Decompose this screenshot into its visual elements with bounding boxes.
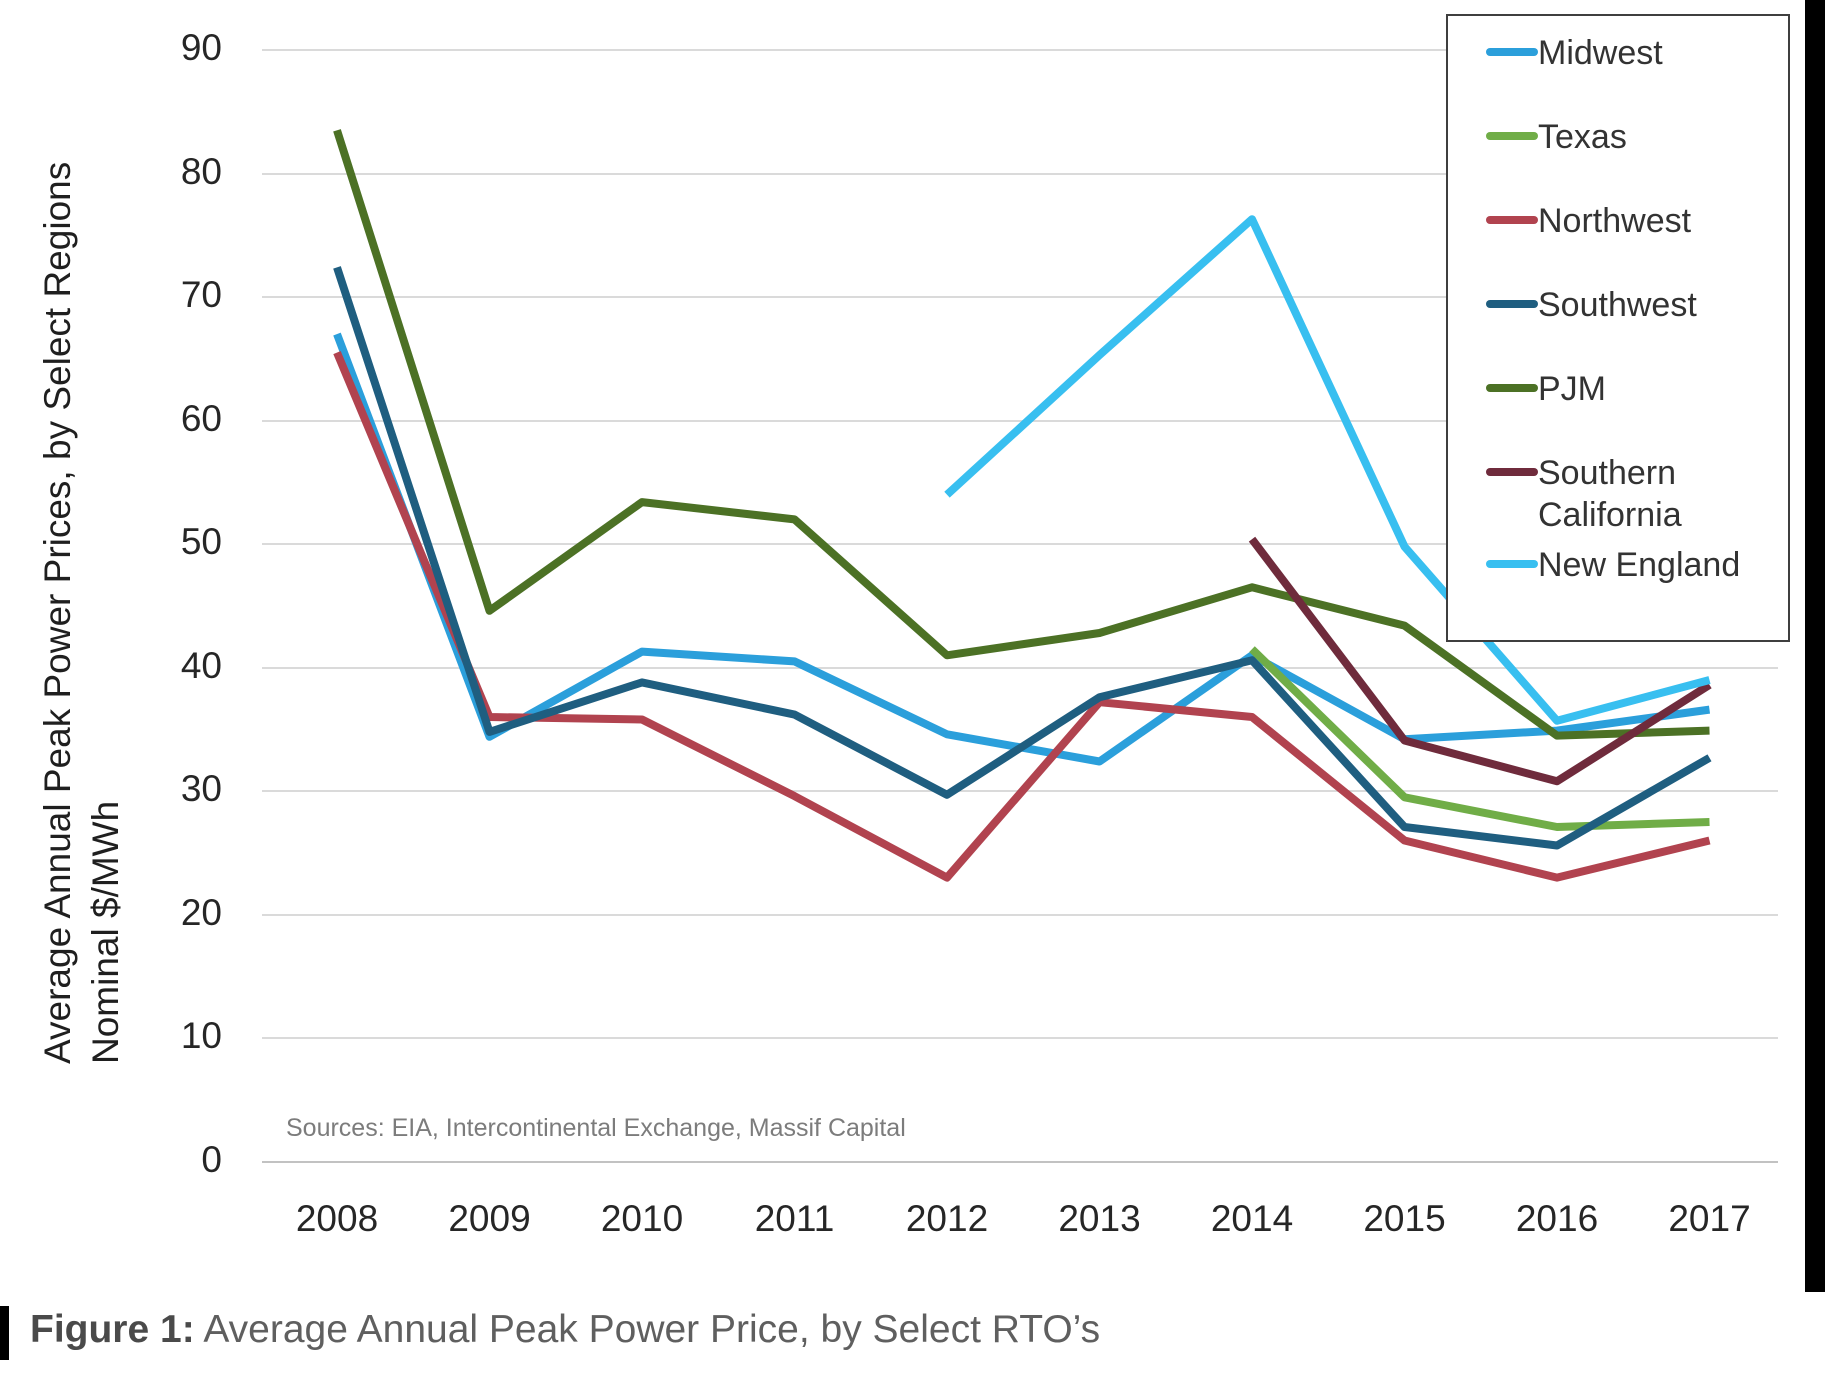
x-tick-label: 2010 xyxy=(600,1198,684,1239)
gridline xyxy=(262,913,1778,916)
figure-caption-text: Average Annual Peak Power Price, by Sele… xyxy=(194,1308,1101,1351)
legend: Midwest Texas Northwest Southwest PJM Souther… xyxy=(1446,14,1790,642)
y-tick-label: 20 xyxy=(180,891,222,933)
x-tick-label: 2008 xyxy=(295,1198,379,1239)
series-line-texas xyxy=(1249,646,1710,831)
y-tick-label: 0 xyxy=(201,1138,222,1180)
legend-label: Southern California xyxy=(1538,454,1682,534)
y-axis-title: Average Annual Peak Power Prices, by Sel… xyxy=(34,34,130,1064)
legend-label: Midwest xyxy=(1538,34,1663,72)
legend-label: New England xyxy=(1538,546,1741,584)
y-tick-label: 30 xyxy=(180,768,222,810)
gridline xyxy=(262,172,1778,175)
legend-item-new-england: New England xyxy=(1486,536,1788,620)
y-tick-label: 90 xyxy=(180,27,222,69)
x-axis-line xyxy=(262,1160,1778,1163)
legend-swatch-icon xyxy=(1486,48,1538,56)
series-line-pjm xyxy=(333,129,1710,740)
gridline xyxy=(262,543,1778,546)
y-axis-title-line2: Nominal $/MWh xyxy=(85,800,126,1064)
legend-item-southwest: Southwest xyxy=(1486,276,1788,360)
y-tick-label: 40 xyxy=(180,644,222,686)
gridline xyxy=(262,666,1778,669)
x-tick-label: 2017 xyxy=(1668,1198,1751,1239)
y-tick-label: 50 xyxy=(180,521,222,563)
figure-caption-prefix: Figure 1: xyxy=(30,1308,195,1351)
caption-left-black-bar xyxy=(0,1306,9,1360)
sources-note: Sources: EIA, Intercontinental Exchange,… xyxy=(286,1114,906,1142)
legend-label: Southwest xyxy=(1538,286,1697,324)
legend-swatch-icon xyxy=(1486,468,1538,476)
x-tick-label: 2011 xyxy=(754,1198,835,1239)
legend-item-northwest: Northwest xyxy=(1486,192,1788,276)
gridline xyxy=(262,296,1778,299)
y-tick-label: 70 xyxy=(180,274,222,316)
legend-swatch-icon xyxy=(1486,216,1538,224)
legend-label: PJM xyxy=(1538,370,1606,408)
x-tick-label: 2012 xyxy=(905,1198,989,1239)
legend-swatch-icon xyxy=(1486,132,1538,140)
x-tick-label: 2013 xyxy=(1058,1198,1141,1239)
gridline xyxy=(262,419,1778,422)
x-tick-label: 2014 xyxy=(1210,1198,1294,1239)
y-axis-title-line1: Average Annual Peak Power Prices, by Sel… xyxy=(37,161,78,1064)
x-tick-label: 2009 xyxy=(448,1198,531,1239)
legend-label: Northwest xyxy=(1538,202,1692,240)
series-line-southern-california xyxy=(1248,536,1712,786)
legend-item-midwest: Midwest xyxy=(1486,24,1788,108)
gridline xyxy=(262,49,1778,52)
legend-item-southern-california: Southern California xyxy=(1486,444,1788,536)
legend-swatch-icon xyxy=(1486,560,1538,568)
y-tick-label: 10 xyxy=(180,1015,222,1057)
right-edge-black-bar xyxy=(1805,0,1825,1292)
legend-item-pjm: PJM xyxy=(1486,360,1788,444)
legend-item-texas: Texas xyxy=(1486,108,1788,192)
x-tick-label: 2016 xyxy=(1515,1198,1599,1239)
x-tick-label: 2015 xyxy=(1363,1198,1446,1239)
y-tick-label: 60 xyxy=(180,397,222,439)
legend-label: Texas xyxy=(1538,118,1627,156)
series-line-northwest xyxy=(333,351,1711,882)
legend-swatch-icon xyxy=(1486,300,1538,308)
series-line-new-england xyxy=(944,215,1711,725)
series-line-southwest xyxy=(333,266,1712,850)
legend-swatch-icon xyxy=(1486,384,1538,392)
figure-caption: Figure 1: Average Annual Peak Power Pric… xyxy=(30,1308,1100,1352)
y-tick-label: 80 xyxy=(180,150,222,192)
gridline xyxy=(262,1037,1778,1040)
